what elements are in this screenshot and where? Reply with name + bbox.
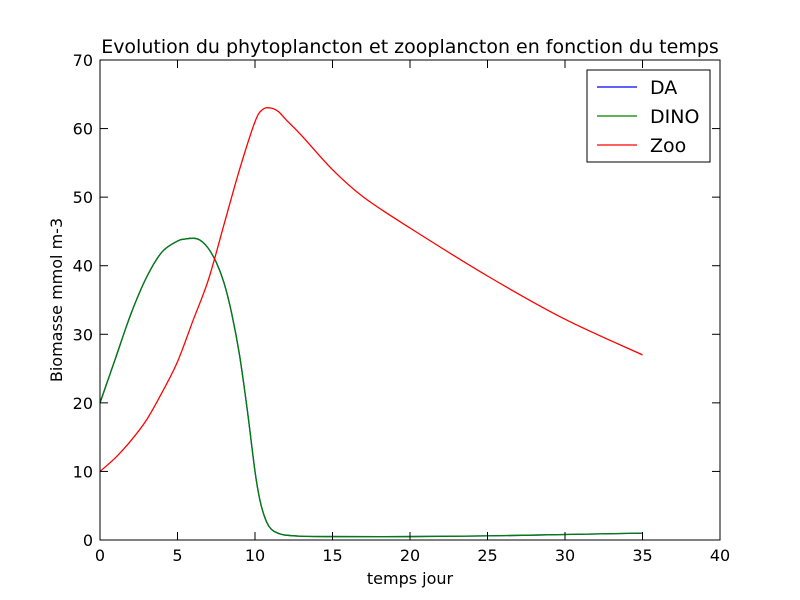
legend: DA DINO Zoo	[586, 69, 711, 163]
series-layer	[99, 107, 643, 538]
x-tick-label: 15	[322, 546, 342, 565]
x-tick-label: 5	[172, 546, 182, 565]
y-tick-label: 60	[73, 120, 93, 139]
x-tick-label: 35	[632, 546, 652, 565]
y-tick-label: 10	[73, 462, 93, 481]
legend-label-dino: DINO	[650, 106, 699, 128]
x-tick-label: 30	[555, 546, 575, 565]
y-tick-label: 70	[73, 51, 93, 70]
x-tick-label: 40	[710, 546, 730, 565]
y-axis-label: Biomasse mmol m-3	[47, 218, 66, 382]
series-line-zoo	[99, 107, 643, 472]
plot-frame	[99, 59, 721, 541]
y-tick-label: 30	[73, 325, 93, 344]
tick-layer: 0 5 10 15 20 25 30 35 40 0 10 20 30 40 50 60 70	[73, 51, 731, 565]
x-axis-label: temps jour	[367, 569, 454, 588]
y-tick-label: 0	[83, 531, 93, 550]
legend-label-da: DA	[650, 77, 677, 99]
legend-label-zoo: Zoo	[650, 135, 686, 157]
y-tick-label: 40	[73, 257, 93, 276]
series-line-dino	[99, 237, 643, 538]
x-tick-label: 10	[245, 546, 265, 565]
chart-title: Evolution du phytoplancton et zooplancto…	[101, 36, 719, 58]
y-tick-label: 50	[73, 188, 93, 207]
x-tick-label: 20	[400, 546, 420, 565]
y-tick-label: 20	[73, 394, 93, 413]
x-tick-label: 25	[477, 546, 497, 565]
x-tick-label: 0	[95, 546, 105, 565]
